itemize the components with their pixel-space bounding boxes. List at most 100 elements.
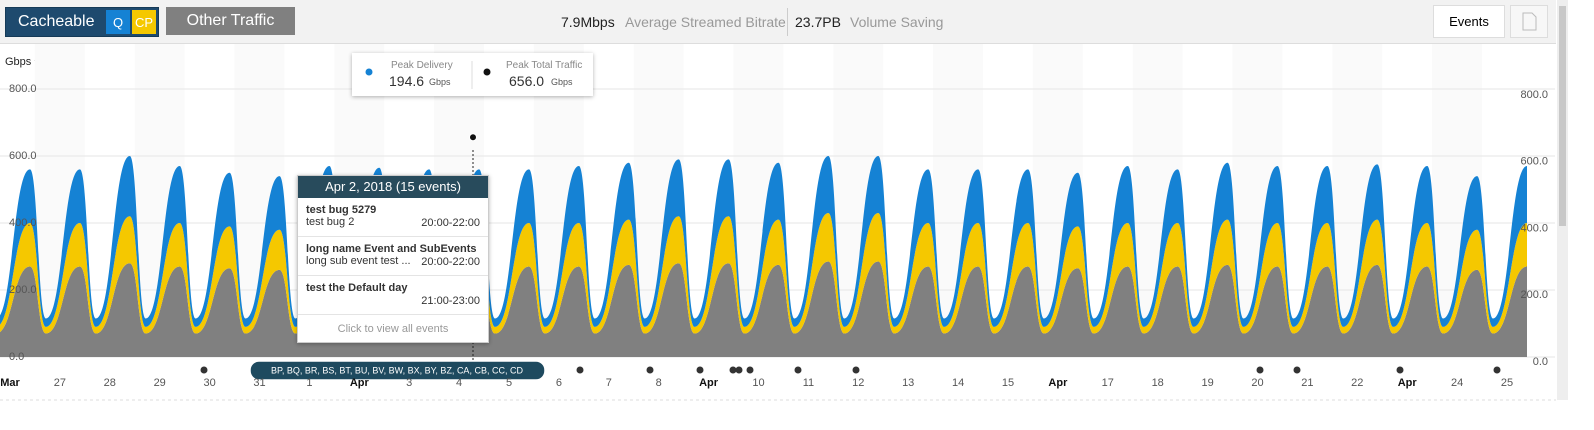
event-item[interactable]: long name Event and SubEvents long sub ev… (298, 237, 488, 276)
event-name: long name Event and SubEvents (306, 243, 477, 255)
y-tick-label: 400.0 (9, 217, 37, 229)
y2-tick-label: 0.0 (1533, 356, 1548, 368)
peak-tooltip: Peak Delivery 194.6 Gbps Peak Total Traf… (352, 53, 593, 96)
event-marker[interactable] (735, 366, 743, 374)
event-marker[interactable] (576, 366, 584, 374)
event-marker[interactable] (729, 366, 737, 374)
event-marker[interactable] (1493, 366, 1501, 374)
total-value: 656.0 (509, 73, 545, 89)
popup-title: Apr 2, 2018 (15 events) (298, 176, 488, 198)
event-bar[interactable] (249, 360, 546, 381)
event-marker[interactable] (646, 366, 654, 374)
y-tick-label: 800.0 (9, 83, 37, 95)
y-tick-label: 200.0 (9, 284, 37, 296)
delivery-value: 194.6 (389, 73, 425, 89)
event-marker[interactable] (200, 366, 208, 374)
x-tick-label: 7 (606, 377, 612, 389)
x-tick-label: 28 (104, 377, 116, 389)
x-tick-label: 22 (1351, 377, 1363, 389)
total-label: Peak Total Traffic (506, 60, 583, 71)
y-tick-label: 0.0 (9, 351, 24, 363)
delivery-label: Peak Delivery (391, 60, 453, 71)
event-marker[interactable] (746, 366, 754, 374)
export-button[interactable] (1510, 5, 1548, 38)
peak-total-marker (469, 133, 477, 142)
view-all-link[interactable]: Click to view all events (337, 323, 449, 335)
delivery-dot (365, 68, 373, 76)
x-tick-label: 18 (1152, 377, 1164, 389)
events-popup: Apr 2, 2018 (15 events) test bug 5279 tes… (297, 175, 489, 343)
x-tick-label: 8 (656, 377, 662, 389)
cp-toggle[interactable]: CP (132, 10, 156, 34)
event-marker[interactable] (696, 366, 704, 374)
event-marker[interactable] (1256, 366, 1264, 374)
scrollbar[interactable] (1557, 0, 1568, 400)
x-tick-label: Apr (1398, 377, 1418, 389)
event-bar-label: BP, BQ, BR, BS, BT, BU, BV, BW, BX, BY, … (271, 365, 523, 375)
x-tick-label: 10 (752, 377, 764, 389)
event-time: 20:00-22:00 (421, 217, 480, 229)
x-tick-label: 31 (253, 377, 265, 389)
q-toggle[interactable]: Q (106, 10, 130, 34)
x-tick-label: 21 (1301, 377, 1313, 389)
x-tick-label: 12 (852, 377, 864, 389)
x-tick-label: 17 (1102, 377, 1114, 389)
x-tick-label: Apr (1048, 377, 1068, 389)
event-item[interactable]: test the Default day 21:00-23:00 (298, 276, 488, 315)
other-traffic-button[interactable]: Other Traffic (166, 7, 295, 35)
bitrate-label: Average Streamed Bitrate (625, 14, 786, 30)
cacheable-button[interactable]: Cacheable Q CP (5, 7, 159, 37)
chart: Gbps BP, BQ, BR, BS, BT, BU, BV, BW, BX,… (0, 55, 1556, 401)
x-tick-label: 20 (1251, 377, 1263, 389)
event-marker[interactable] (1293, 366, 1301, 374)
unit-selector[interactable]: Gbps (5, 56, 32, 68)
events-button[interactable]: Events (1433, 5, 1505, 38)
x-tick-label: 15 (1002, 377, 1014, 389)
x-tick-label: 4 (456, 377, 462, 389)
event-name: test the Default day (306, 282, 408, 294)
x-tick-label: 5 (506, 377, 512, 389)
event-marker[interactable] (852, 366, 860, 374)
toolbar: Cacheable Q CP Other Traffic 7.9Mbps Ave… (0, 0, 1556, 44)
event-marker[interactable] (1396, 366, 1404, 374)
event-name: test bug 5279 (306, 204, 377, 216)
saving: 23.7PB (795, 14, 841, 30)
event-marker[interactable] (794, 366, 802, 374)
x-tick-label: 19 (1201, 377, 1213, 389)
event-markers (200, 366, 1501, 374)
total-unit: Gbps (551, 77, 573, 87)
x-tick-label: Apr (699, 377, 719, 389)
divider (787, 8, 788, 36)
x-tick-label: 3 (406, 377, 412, 389)
x-tick-label: 14 (952, 377, 964, 389)
event-time: 21:00-23:00 (421, 295, 480, 307)
x-tick-label: 11 (803, 377, 814, 389)
y-tick-label: 600.0 (9, 150, 37, 162)
x-tick-label: 24 (1451, 377, 1463, 389)
y2-tick-label: 600.0 (1520, 156, 1548, 168)
event-time: 20:00-22:00 (421, 256, 480, 268)
saving-label: Volume Saving (850, 14, 944, 30)
event-sub: long sub event test ... (306, 255, 411, 267)
event-sub: test bug 2 (306, 216, 355, 228)
event-list: test bug 5279 test bug 2 20:00-22:00 long n… (298, 198, 488, 315)
event-item[interactable]: test bug 5279 test bug 2 20:00-22:00 (298, 198, 488, 237)
y2-tick-label: 800.0 (1520, 89, 1548, 101)
x-tick-label: 30 (203, 377, 215, 389)
x-tick-label: Mar (0, 377, 20, 389)
x-tick-label: 29 (154, 377, 166, 389)
x-tick-label: 13 (902, 377, 914, 389)
x-tick-label: 1 (306, 377, 312, 389)
label: Cacheable (18, 13, 95, 30)
x-tick-label: 25 (1501, 377, 1513, 389)
y2-tick-label: 200.0 (1520, 289, 1548, 301)
total-dot (483, 68, 491, 76)
y2-tick-label: 400.0 (1520, 222, 1548, 234)
export-icon (1522, 12, 1537, 31)
x-tick-label: 27 (54, 377, 66, 389)
tooltip-dots (365, 61, 491, 89)
x-tick-label: Apr (350, 377, 370, 389)
x-tick-label: 6 (556, 377, 562, 389)
scroll-thumb[interactable] (1559, 6, 1566, 226)
